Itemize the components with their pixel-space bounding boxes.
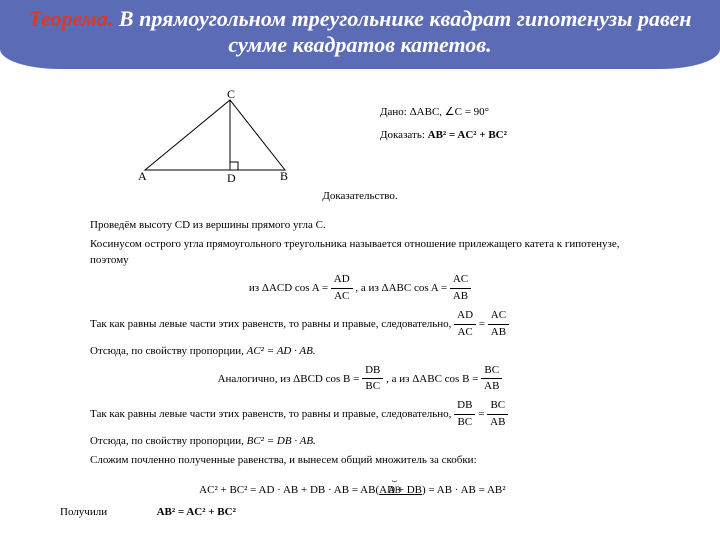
prove-text: AB² = AC² + BC²	[425, 129, 507, 141]
proof-p3: Так как равны левые части этих равенств,…	[60, 308, 660, 341]
triangle-svg: A B C D	[130, 90, 330, 185]
frac-ad-ac: ADAC	[331, 272, 353, 305]
given-block: Дано: ΔABC, ∠C = 90° Доказать: AB² = AC²…	[380, 100, 507, 149]
given-label: Дано:	[380, 106, 407, 118]
proof-p1: Проведём высоту CD из вершины прямого уг…	[60, 218, 660, 234]
label-d: D	[227, 171, 236, 185]
slide-header: Теорема. В прямоугольном треугольнике кв…	[0, 0, 720, 69]
frac-bc-ab: BCAB	[481, 363, 502, 396]
sum-equation: AC² + BC² = AD · AB + DB · AB = AB(AD + …	[60, 473, 660, 499]
label-a: A	[138, 169, 147, 183]
final-equation: AB² = AC² + BC²	[157, 506, 236, 518]
frac-ac-ab: ACAB	[450, 272, 471, 305]
final-line: Получили AB² = AC² + BC²	[60, 505, 660, 521]
proof-p8: Сложим почленно полученные равенства, и …	[60, 453, 660, 469]
frac-db-bc: DBBC	[362, 363, 383, 396]
eq-cosB: Аналогично, из ΔBCD cos B = DBBC , а из …	[60, 363, 660, 396]
proof-p4: Отсюда, по свойству пропорции, AC² = AD …	[60, 344, 660, 360]
given-text: ΔABC, ∠C = 90°	[407, 106, 489, 118]
proof-p6: Так как равны левые части этих равенств,…	[60, 398, 660, 431]
label-b: B	[280, 169, 288, 183]
theorem-word: Теорема.	[29, 6, 114, 31]
eq-cosA: из ΔACD cos A = ADAC , а из ΔABC cos A =…	[60, 272, 660, 305]
prove-label: Доказать:	[380, 129, 425, 141]
triangle-diagram: A B C D	[130, 90, 330, 190]
proof-p7: Отсюда, по свойству пропорции, BC² = DB …	[60, 434, 660, 450]
theorem-text: В прямоугольном треугольнике квадрат гип…	[113, 6, 691, 57]
proof-body: Проведём высоту CD из вершины прямого уг…	[60, 215, 660, 524]
proof-p2: Косинусом острого угла прямоугольного тр…	[60, 237, 660, 269]
proof-heading: Доказательство.	[0, 190, 720, 202]
label-c: C	[227, 90, 235, 101]
